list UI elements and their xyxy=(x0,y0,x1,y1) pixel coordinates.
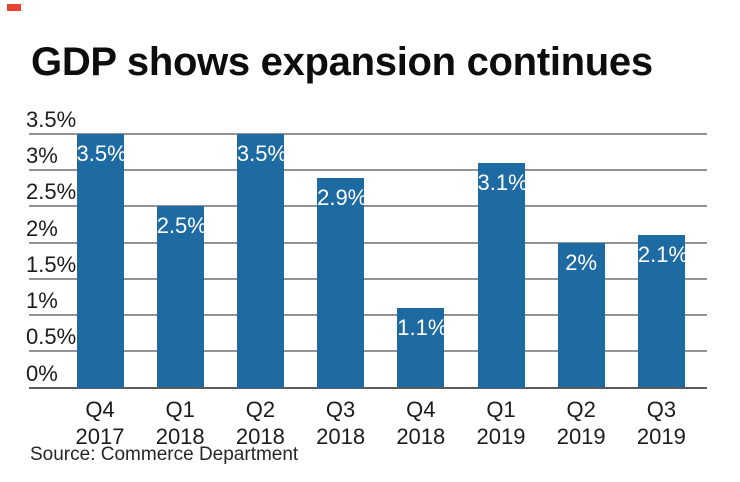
bar: 3.5% xyxy=(76,134,127,388)
y-axis-tick-label: 3% xyxy=(26,143,58,169)
y-axis-tick-label: 3.5% xyxy=(26,107,77,132)
gridline xyxy=(29,277,707,280)
bar: 1.1% xyxy=(397,307,448,388)
y-axis-tick-label: 1% xyxy=(26,288,58,314)
x-tick-quarter: Q4 xyxy=(85,397,115,422)
bar: 3.5% xyxy=(236,134,288,388)
x-axis-baseline xyxy=(29,386,707,389)
bar-value-label: 3.5% xyxy=(76,141,127,166)
gridline xyxy=(29,350,707,353)
x-tick-year: 2017 xyxy=(75,424,125,449)
gridline xyxy=(29,169,707,172)
bar: 2.5% xyxy=(156,206,207,388)
bar-value-label: 3.1% xyxy=(477,170,528,195)
x-axis-tick-label: Q4 2018 xyxy=(373,396,469,450)
source-note: Source: Commerce Department xyxy=(30,444,299,465)
x-axis-tick-label: Q3 2019 xyxy=(613,396,709,450)
x-tick-quarter: Q1 xyxy=(165,397,195,422)
bar-value-label: 2% xyxy=(565,249,598,275)
x-axis-tick-label: Q4 2017 xyxy=(52,396,148,450)
x-tick-year: 2018 xyxy=(155,424,205,449)
x-tick-year: 2018 xyxy=(396,424,446,449)
gridline xyxy=(29,241,707,244)
bar-value-label: 2.5% xyxy=(156,213,207,239)
x-axis-tick-label: Q3 2018 xyxy=(293,396,389,450)
x-tick-quarter: Q2 xyxy=(566,397,596,422)
gridline xyxy=(29,205,707,208)
x-tick-quarter: Q3 xyxy=(646,397,677,422)
bar: 2.9% xyxy=(317,177,368,388)
x-tick-quarter: Q4 xyxy=(406,397,436,422)
y-axis-tick-label: 2.5% xyxy=(26,179,77,205)
y-axis-tick-label: 1.5% xyxy=(26,251,77,277)
x-tick-quarter: Q3 xyxy=(325,397,356,422)
x-axis-tick-label: Q2 2019 xyxy=(533,396,629,450)
x-tick-year: 2018 xyxy=(316,424,366,449)
y-axis-tick-label: 2% xyxy=(26,215,58,241)
x-tick-quarter: Q1 xyxy=(486,397,516,422)
bar-value-label: 2.9% xyxy=(317,184,368,210)
x-tick-year: 2019 xyxy=(556,424,606,449)
y-axis-tick-label: 0% xyxy=(26,360,58,386)
x-axis-tick-label: Q1 2019 xyxy=(453,396,549,450)
bar: 2% xyxy=(557,242,605,388)
bar: 2.1% xyxy=(637,235,689,388)
x-tick-year: 2018 xyxy=(235,424,285,449)
x-tick-quarter: Q2 xyxy=(245,397,276,422)
bar-value-label: 2.1% xyxy=(637,242,689,268)
x-tick-year: 2019 xyxy=(636,424,686,449)
x-axis-tick-label: Q1 2018 xyxy=(132,396,228,450)
page-title: GDP shows expansion continues xyxy=(31,40,653,84)
gridline xyxy=(29,314,707,317)
gridline xyxy=(29,133,707,135)
bar-value-label: 1.1% xyxy=(397,314,448,340)
x-axis-tick-label: Q2 2018 xyxy=(212,396,308,450)
x-tick-year: 2019 xyxy=(476,424,526,449)
red-accent-mark xyxy=(7,4,21,11)
y-axis-tick-label: 0.5% xyxy=(26,324,77,350)
bar: 3.1% xyxy=(477,163,528,388)
bar-value-label: 3.5% xyxy=(236,141,288,166)
